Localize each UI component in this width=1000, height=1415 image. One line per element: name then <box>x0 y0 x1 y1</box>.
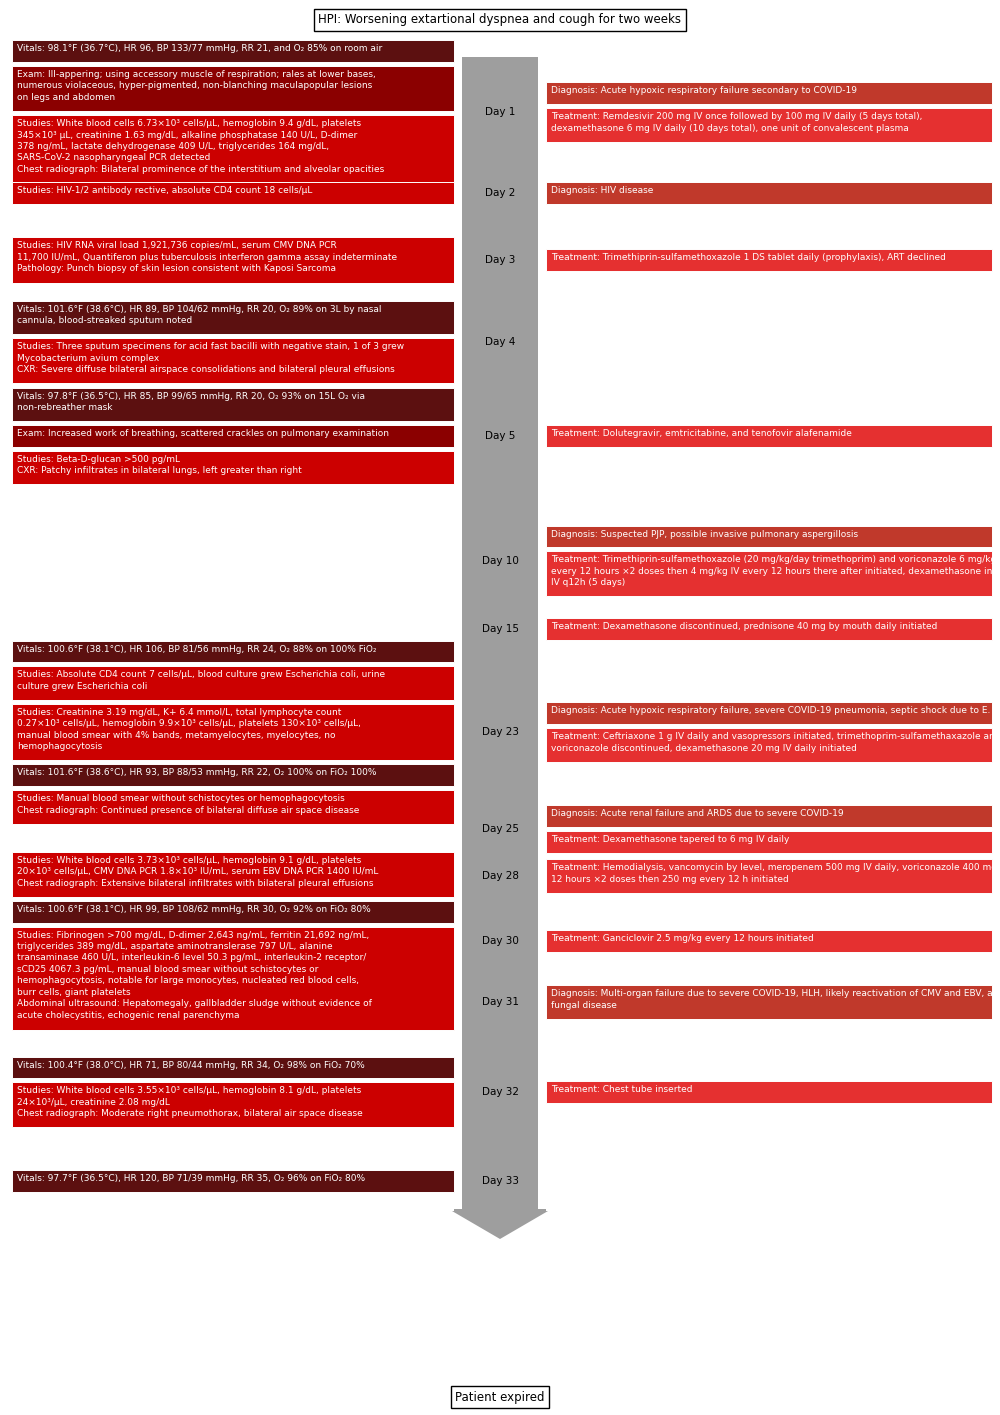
Text: Treatment: Dexamethasone tapered to 6 mg IV daily: Treatment: Dexamethasone tapered to 6 mg… <box>551 835 789 843</box>
Text: Treatment: Trimethiprin-sulfamethoxazole (20 mg/kg/day trimethoprim) and voricon: Treatment: Trimethiprin-sulfamethoxazole… <box>551 555 1000 587</box>
Bar <box>12 301 454 334</box>
Bar <box>12 238 454 283</box>
Bar <box>12 388 454 422</box>
Bar <box>546 805 992 826</box>
Text: Day 30: Day 30 <box>482 935 518 947</box>
Text: Day 15: Day 15 <box>482 624 518 634</box>
Text: Vitals: 101.6°F (38.6°C), HR 93, BP 88/53 mmHg, RR 22, O₂ 100% on FiO₂ 100%: Vitals: 101.6°F (38.6°C), HR 93, BP 88/5… <box>17 768 376 777</box>
Text: Diagnosis: Acute hypoxic respiratory failure, severe COVID-19 pneumonia, septic : Diagnosis: Acute hypoxic respiratory fai… <box>551 706 1000 716</box>
Text: Day 4: Day 4 <box>485 337 515 347</box>
Bar <box>12 338 454 383</box>
Bar <box>546 82 992 105</box>
Text: Treatment: Remdesivir 200 mg IV once followed by 100 mg IV daily (5 days total),: Treatment: Remdesivir 200 mg IV once fol… <box>551 112 922 133</box>
Text: Day 1: Day 1 <box>485 108 515 117</box>
Bar <box>12 451 454 484</box>
Bar <box>546 108 992 142</box>
Bar <box>12 790 454 824</box>
Bar <box>12 41 454 62</box>
Bar <box>12 901 454 923</box>
Text: Diagnosis: Multi-organ failure due to severe COVID-19, HLH, likely reactivation : Diagnosis: Multi-organ failure due to se… <box>551 989 1000 1010</box>
Text: Treatment: Hemodialysis, vancomycin by level, meropenem 500 mg IV daily, voricon: Treatment: Hemodialysis, vancomycin by l… <box>551 863 1000 884</box>
Bar <box>546 985 992 1019</box>
Bar <box>12 852 454 897</box>
Bar <box>12 67 454 112</box>
Bar <box>546 859 992 893</box>
Text: Studies: White blood cells 6.73×10³ cells/µL, hemoglobin 9.4 g/dL, platelets
345: Studies: White blood cells 6.73×10³ cell… <box>17 119 384 174</box>
Text: Diagnosis: HIV disease: Diagnosis: HIV disease <box>551 187 653 195</box>
Text: Day 33: Day 33 <box>482 1176 518 1186</box>
Text: Vitals: 100.4°F (38.0°C), HR 71, BP 80/44 mmHg, RR 34, O₂ 98% on FiO₂ 70%: Vitals: 100.4°F (38.0°C), HR 71, BP 80/4… <box>17 1061 365 1070</box>
Text: Day 31: Day 31 <box>482 998 518 1007</box>
Text: Treatment: Chest tube inserted: Treatment: Chest tube inserted <box>551 1085 692 1094</box>
Text: Day 28: Day 28 <box>482 872 518 882</box>
Bar <box>12 1082 454 1128</box>
Bar <box>546 831 992 853</box>
Text: Day 2: Day 2 <box>485 188 515 198</box>
Text: Vitals: 100.6°F (38.1°C), HR 99, BP 108/62 mmHg, RR 30, O₂ 92% on FiO₂ 80%: Vitals: 100.6°F (38.1°C), HR 99, BP 108/… <box>17 906 371 914</box>
Text: Treatment: Dexamethasone discontinued, prednisone 40 mg by mouth daily initiated: Treatment: Dexamethasone discontinued, p… <box>551 623 937 631</box>
Text: Studies: White blood cells 3.55×10³ cells/µL, hemoglobin 8.1 g/dL, platelets
24×: Studies: White blood cells 3.55×10³ cell… <box>17 1087 363 1118</box>
Text: Exam: Ill-appering; using accessory muscle of respiration; rales at lower bases,: Exam: Ill-appering; using accessory musc… <box>17 71 376 102</box>
Bar <box>12 424 454 447</box>
Bar <box>546 525 992 548</box>
Bar <box>12 1057 454 1078</box>
Text: Vitals: 98.1°F (36.7°C), HR 96, BP 133/77 mmHg, RR 21, and O₂ 85% on room air: Vitals: 98.1°F (36.7°C), HR 96, BP 133/7… <box>17 44 382 54</box>
Text: Day 25: Day 25 <box>482 824 518 833</box>
Text: Studies: Creatinine 3.19 mg/dL, K+ 6.4 mmol/L, total lymphocyte count
0.27×10³ c: Studies: Creatinine 3.19 mg/dL, K+ 6.4 m… <box>17 708 361 751</box>
Text: Day 3: Day 3 <box>485 255 515 265</box>
Text: Studies: Absolute CD4 count 7 cells/µL, blood culture grew Escherichia coli, uri: Studies: Absolute CD4 count 7 cells/µL, … <box>17 671 385 691</box>
FancyArrow shape <box>452 1208 548 1240</box>
Bar <box>12 666 454 699</box>
Bar <box>12 115 454 184</box>
Text: Day 5: Day 5 <box>485 432 515 441</box>
Bar <box>546 1081 992 1102</box>
Bar <box>546 702 992 724</box>
Text: Treatment: Ceftriaxone 1 g IV daily and vasopressors initiated, trimethoprim-sul: Treatment: Ceftriaxone 1 g IV daily and … <box>551 732 1000 753</box>
Text: Studies: White blood cells 3.73×10³ cells/µL, hemoglobin 9.1 g/dL, platelets
20×: Studies: White blood cells 3.73×10³ cell… <box>17 856 378 887</box>
Bar <box>12 1170 454 1191</box>
Bar <box>12 641 454 662</box>
Bar <box>546 930 992 952</box>
Text: Studies: HIV-1/2 antibody rective, absolute CD4 count 18 cells/µL: Studies: HIV-1/2 antibody rective, absol… <box>17 187 312 195</box>
Text: Studies: Fibrinogen >700 mg/dL, D-dimer 2,643 ng/mL, ferritin 21,692 ng/mL,
trig: Studies: Fibrinogen >700 mg/dL, D-dimer … <box>17 931 372 1020</box>
Text: Treatment: Trimethiprin-sulfamethoxazole 1 DS tablet daily (prophylaxis), ART de: Treatment: Trimethiprin-sulfamethoxazole… <box>551 253 946 262</box>
Text: Studies: Three sputum specimens for acid fast bacilli with negative stain, 1 of : Studies: Three sputum specimens for acid… <box>17 342 404 374</box>
Text: Studies: Beta-D-glucan >500 pg/mL
CXR: Patchy infiltrates in bilateral lungs, le: Studies: Beta-D-glucan >500 pg/mL CXR: P… <box>17 454 302 475</box>
Bar <box>12 927 454 1030</box>
Text: Vitals: 97.8°F (36.5°C), HR 85, BP 99/65 mmHg, RR 20, O₂ 93% on 15L O₂ via
non-r: Vitals: 97.8°F (36.5°C), HR 85, BP 99/65… <box>17 392 365 412</box>
Text: Vitals: 97.7°F (36.5°C), HR 120, BP 71/39 mmHg, RR 35, O₂ 96% on FiO₂ 80%: Vitals: 97.7°F (36.5°C), HR 120, BP 71/3… <box>17 1174 365 1183</box>
Bar <box>546 552 992 596</box>
Text: Day 32: Day 32 <box>482 1087 518 1097</box>
Bar <box>12 183 454 204</box>
Bar <box>12 703 454 760</box>
Bar <box>546 249 992 270</box>
Text: Treatment: Dolutegravir, emtricitabine, and tenofovir alafenamide: Treatment: Dolutegravir, emtricitabine, … <box>551 429 852 439</box>
Bar <box>546 618 992 640</box>
Text: Vitals: 100.6°F (38.1°C), HR 106, BP 81/56 mmHg, RR 24, O₂ 88% on 100% FiO₂: Vitals: 100.6°F (38.1°C), HR 106, BP 81/… <box>17 644 376 654</box>
Text: Exam: Increased work of breathing, scattered crackles on pulmonary examination: Exam: Increased work of breathing, scatt… <box>17 429 389 439</box>
Bar <box>462 57 538 1211</box>
Text: Day 10: Day 10 <box>482 556 518 566</box>
Text: Studies: HIV RNA viral load 1,921,736 copies/mL, serum CMV DNA PCR
11,700 IU/mL,: Studies: HIV RNA viral load 1,921,736 co… <box>17 242 397 273</box>
Text: Diagnosis: Acute renal failure and ARDS due to severe COVID-19: Diagnosis: Acute renal failure and ARDS … <box>551 809 844 818</box>
Text: Day 23: Day 23 <box>482 727 518 737</box>
Text: Patient expired: Patient expired <box>455 1391 545 1404</box>
Text: Diagnosis: Acute hypoxic respiratory failure secondary to COVID-19: Diagnosis: Acute hypoxic respiratory fai… <box>551 86 857 95</box>
Bar <box>546 183 992 204</box>
Bar <box>12 764 454 787</box>
Text: Treatment: Ganciclovir 2.5 mg/kg every 12 hours initiated: Treatment: Ganciclovir 2.5 mg/kg every 1… <box>551 934 814 944</box>
Text: Diagnosis: Suspected PJP, possible invasive pulmonary aspergillosis: Diagnosis: Suspected PJP, possible invas… <box>551 529 858 539</box>
Bar <box>546 424 992 447</box>
Text: Vitals: 101.6°F (38.6°C), HR 89, BP 104/62 mmHg, RR 20, O₂ 89% on 3L by nasal
ca: Vitals: 101.6°F (38.6°C), HR 89, BP 104/… <box>17 304 382 325</box>
Text: Studies: Manual blood smear without schistocytes or hemophagocytosis
Chest radio: Studies: Manual blood smear without schi… <box>17 794 359 815</box>
Text: HPI: Worsening extartional dyspnea and cough for two weeks: HPI: Worsening extartional dyspnea and c… <box>318 14 682 27</box>
Bar <box>546 729 992 761</box>
